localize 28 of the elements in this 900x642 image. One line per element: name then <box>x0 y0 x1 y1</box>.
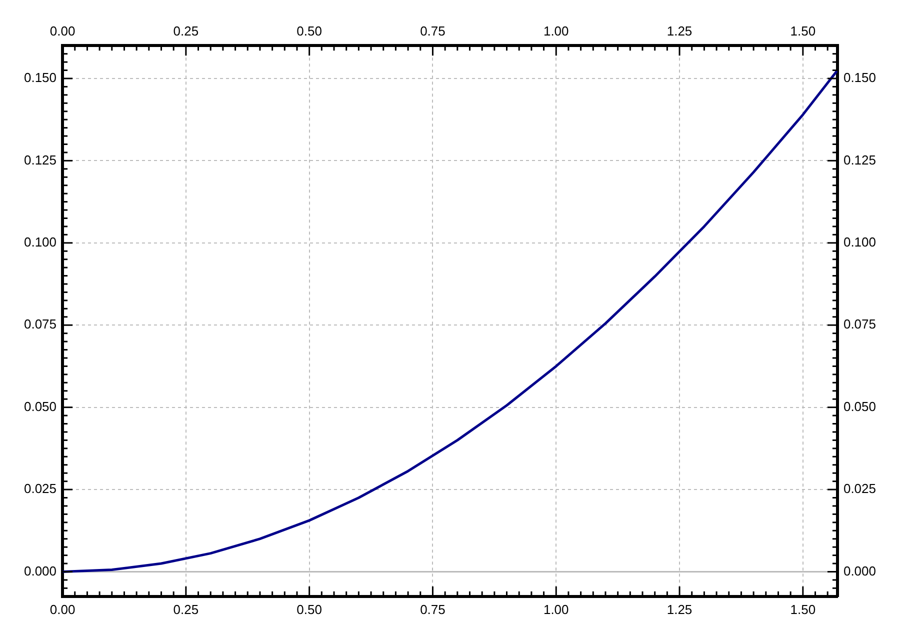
x-tick-label: 1.25 <box>666 602 692 617</box>
y2-tick-label: 0.050 <box>843 398 876 414</box>
x-tick-label: 1.00 <box>543 602 569 617</box>
y2-tick-label: 0.150 <box>843 70 876 86</box>
x2-tick-label: 0.50 <box>296 23 322 38</box>
y-tick-label: 0.050 <box>24 398 57 414</box>
y-tick-label: 0.125 <box>24 152 57 168</box>
y-tick-label: 0.075 <box>24 316 57 332</box>
y-tick-label: 0.100 <box>24 234 57 250</box>
y2-tick-label: 0.125 <box>843 152 876 168</box>
y-tick-label: 0.025 <box>24 481 57 496</box>
x-tick-label: 0.50 <box>296 602 322 617</box>
y-tick-label: 0.150 <box>24 70 57 86</box>
x-tick-label: 0.25 <box>173 602 199 617</box>
x2-tick-label: 1.50 <box>790 23 816 38</box>
x2-tick-label: 0.75 <box>420 23 446 38</box>
x-tick-label: 0.75 <box>420 602 446 617</box>
x2-tick-label: 1.00 <box>543 23 569 38</box>
x2-tick-label: 0.25 <box>173 23 199 38</box>
x-tick-label: 1.50 <box>790 602 816 617</box>
y2-tick-label: 0.075 <box>843 316 876 332</box>
x-tick-label: 0.00 <box>50 602 76 617</box>
y-tick-label: 0.000 <box>24 563 57 578</box>
y2-tick-label: 0.000 <box>843 563 876 578</box>
x2-tick-label: 0.00 <box>50 23 76 38</box>
y2-tick-label: 0.025 <box>843 481 876 496</box>
x2-tick-label: 1.25 <box>666 23 692 38</box>
y2-tick-label: 0.100 <box>843 234 876 250</box>
